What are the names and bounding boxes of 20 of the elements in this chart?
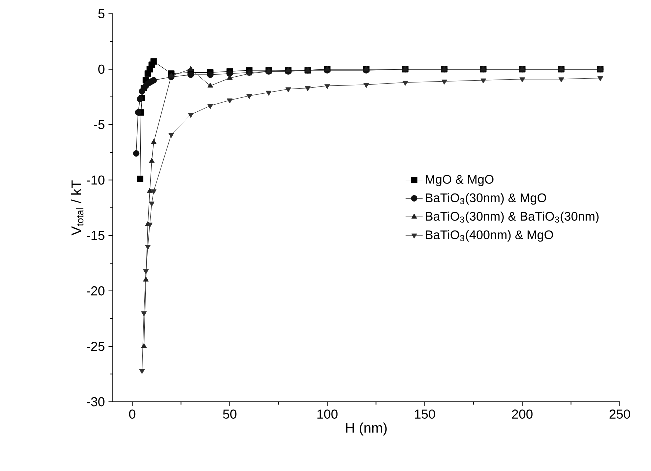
legend-label: MgO & MgO — [426, 175, 494, 186]
x-tick-label: 200 — [512, 410, 533, 419]
y-tick-label: 0 — [98, 64, 105, 74]
y-tick-label: -25 — [87, 342, 105, 352]
x-tick-label: 0 — [129, 410, 136, 419]
y-tick-label: -20 — [87, 286, 105, 296]
legend-label: BaTiO$_{3}$(400nm) & MgO — [426, 230, 554, 242]
legend-label: BaTiO$_{3}$(30nm) & MgO — [426, 193, 546, 205]
x-tick-label: 100 — [318, 410, 338, 419]
y-tick-label: -15 — [87, 231, 105, 240]
x-tick-label: 150 — [415, 410, 436, 419]
y-tick-label: -5 — [94, 120, 105, 130]
x-tick-label: 250 — [610, 410, 630, 419]
y-tick-label: 5 — [98, 9, 105, 19]
y-tick-label: -30 — [87, 397, 105, 407]
y-axis-title: V$_{total}$ / kT — [71, 180, 84, 236]
x-axis-title: H (nm) — [346, 422, 387, 436]
legend-label: BaTiO$_{3}$(30nm) & BaTiO$_{3}$(30nm) — [426, 212, 599, 224]
y-tick-label: -10 — [87, 176, 105, 185]
x-tick-label: 50 — [223, 410, 237, 419]
